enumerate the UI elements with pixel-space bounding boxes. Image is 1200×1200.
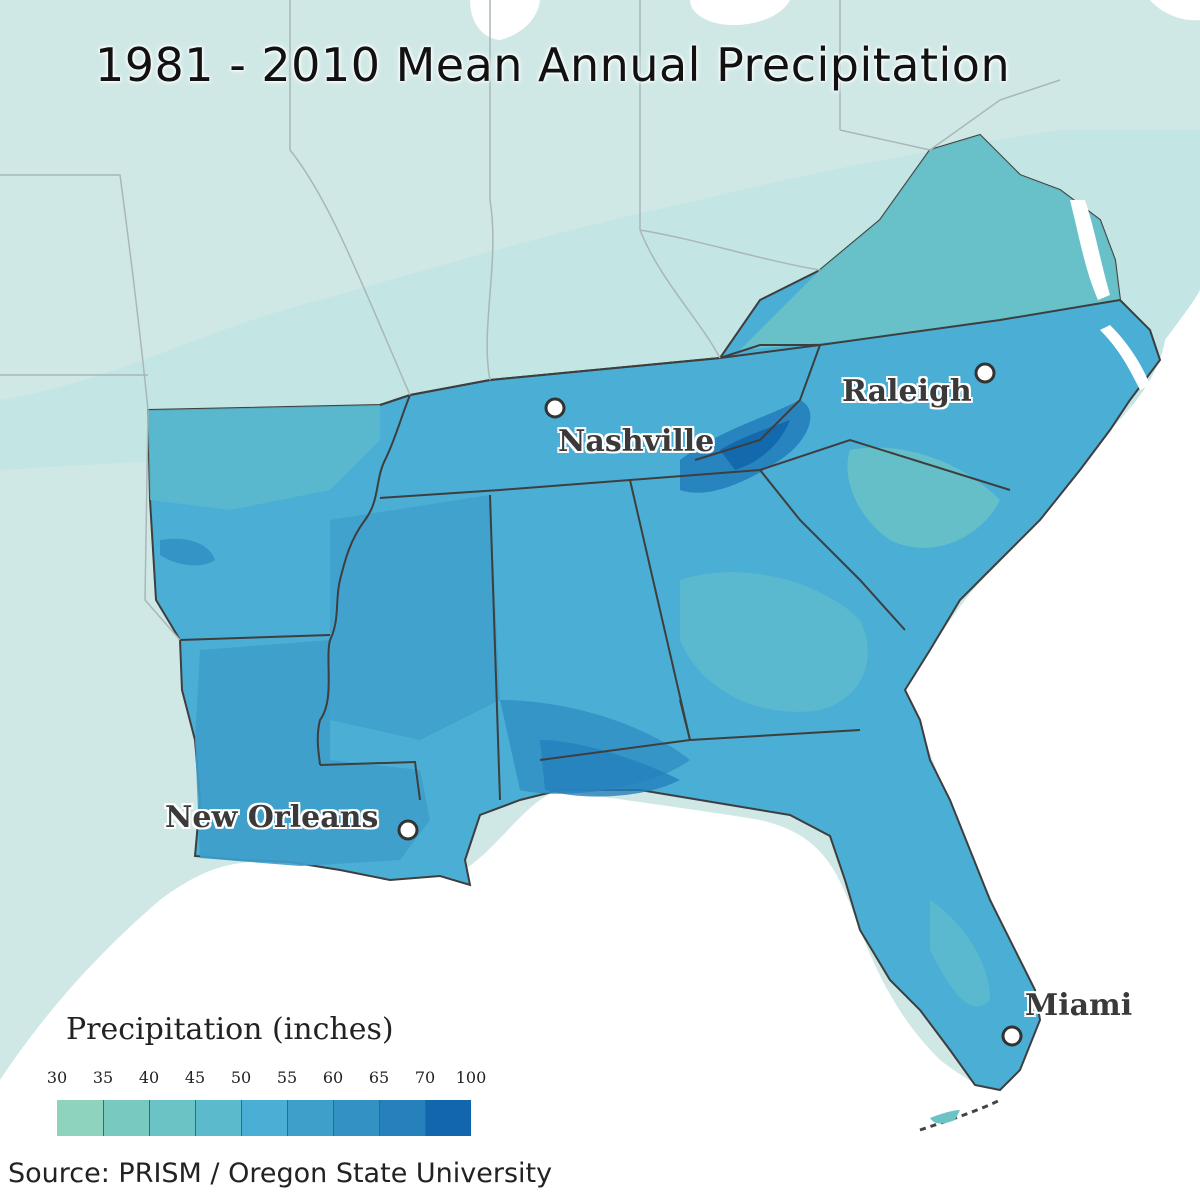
legend-tick: 55	[276, 1068, 298, 1087]
oh-wv-border	[639, 229, 821, 271]
il-border	[289, 0, 411, 396]
tx-ar-border	[144, 409, 181, 641]
legend-tick: 70	[414, 1068, 436, 1087]
georgia-drier-zone	[680, 572, 868, 712]
new-orleans-label: New Orleans	[165, 800, 379, 835]
outer-state-borders	[0, 0, 1061, 641]
legend-swatch	[195, 1100, 241, 1136]
virginia-drier-zone	[740, 135, 1120, 350]
ms-la-south-border	[319, 760, 421, 801]
raleigh-label: Raleigh	[842, 374, 972, 409]
piedmont-drier-zone	[847, 447, 1000, 548]
mississippi-river-border	[316, 394, 411, 766]
legend-swatch	[287, 1100, 333, 1136]
ms-al-border	[489, 494, 501, 801]
pamlico-sound	[1100, 325, 1150, 390]
florida-keys-island	[930, 1110, 960, 1124]
in-border	[486, 0, 494, 381]
smokies-wettest-zone	[720, 420, 790, 470]
legend-swatch	[425, 1100, 471, 1136]
legend-swatch	[149, 1100, 195, 1136]
legend-swatch	[379, 1100, 425, 1136]
louisiana-wet-zone	[195, 640, 430, 866]
ouachita-wet-zone	[160, 538, 215, 566]
chesapeake-bay	[1070, 200, 1110, 300]
ks-mo-border	[0, 174, 149, 411]
legend-tick: 45	[184, 1068, 206, 1087]
florida-keys	[919, 1098, 1001, 1132]
ar-la-border	[179, 634, 331, 641]
pa-md-border	[839, 129, 931, 151]
lake-michigan	[470, 0, 540, 40]
raleigh-marker[interactable]	[974, 362, 996, 384]
nc-sc-border	[759, 438, 1011, 491]
ga-sc-border	[759, 469, 906, 631]
source-credit: Source: PRISM / Oregon State University	[8, 1158, 553, 1189]
new-orleans-marker[interactable]	[397, 819, 419, 841]
florida-drier-zone	[930, 900, 990, 1007]
legend-swatch	[241, 1100, 287, 1136]
legend-tick: 65	[368, 1068, 390, 1087]
legend-color-bar	[57, 1100, 471, 1136]
arkansas-drier-zone	[148, 405, 380, 510]
miami-label: Miami	[1025, 988, 1133, 1023]
oh-border	[639, 0, 721, 359]
legend-tick: 50	[230, 1068, 252, 1087]
map-title: 1981 - 2010 Mean Annual Precipitation	[95, 38, 1011, 92]
legend-tick: 100	[455, 1068, 487, 1087]
legend-swatch	[103, 1100, 149, 1136]
nashville-marker[interactable]	[544, 397, 566, 419]
mississippi-wet-zone	[330, 495, 500, 740]
miami-marker[interactable]	[1001, 1025, 1023, 1047]
lake-ontario	[1150, 0, 1200, 21]
legend-tick: 60	[322, 1068, 344, 1087]
legend-swatch	[57, 1100, 103, 1136]
legend-tick: 30	[46, 1068, 68, 1087]
tn-nc-border	[694, 344, 822, 461]
legend-tick: 35	[92, 1068, 114, 1087]
legend-swatch	[333, 1100, 379, 1136]
nashville-label: Nashville	[558, 424, 715, 459]
legend-tick: 40	[138, 1068, 160, 1087]
lake-erie	[690, 0, 790, 25]
panhandle-wet-zone	[540, 740, 680, 797]
md-pa-border	[929, 79, 1061, 151]
fl-north-border	[539, 729, 861, 761]
ocean	[0, 290, 1200, 1200]
legend-title: Precipitation (inches)	[66, 1012, 394, 1047]
tn-south-border	[379, 469, 761, 499]
